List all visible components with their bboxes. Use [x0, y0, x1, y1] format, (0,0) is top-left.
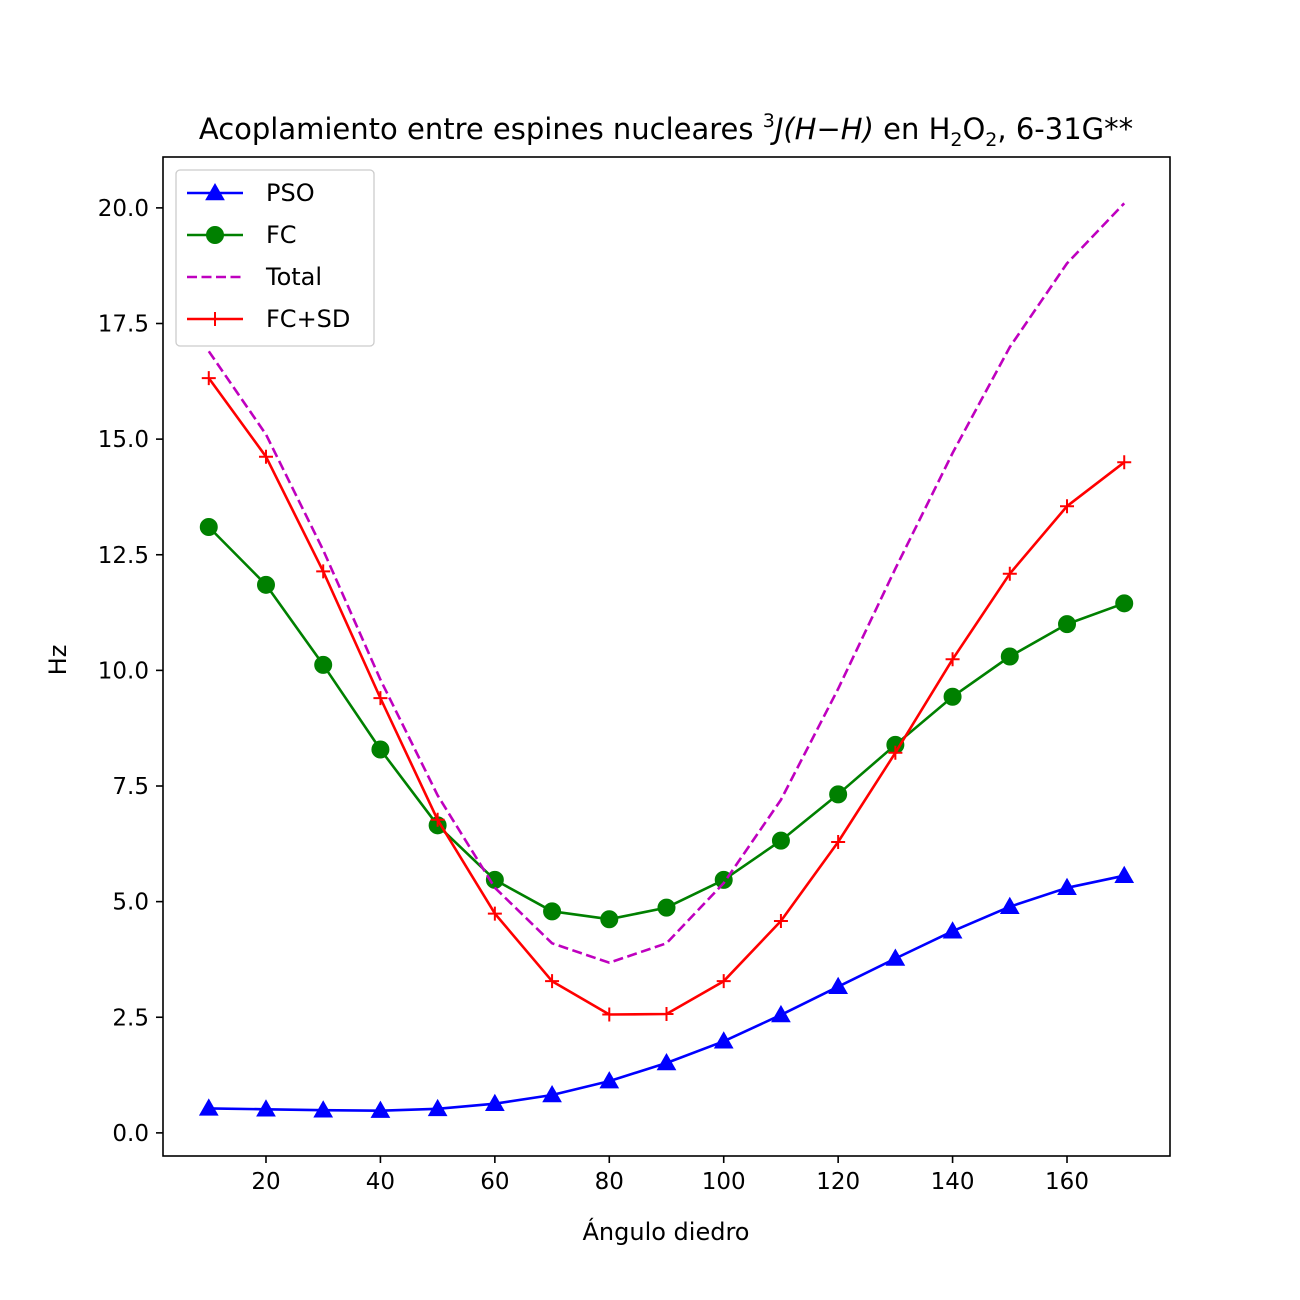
series-fc — [199, 518, 1134, 929]
data-point-pso — [370, 1100, 391, 1118]
data-point-fc-sd — [545, 974, 560, 989]
data-point-fc — [943, 687, 962, 706]
y-tick-label: 17.5 — [98, 312, 149, 338]
data-point-pso — [484, 1093, 505, 1111]
data-point-pso — [198, 1098, 219, 1116]
x-tick-label: 20 — [251, 1169, 280, 1195]
data-point-pso — [771, 1004, 791, 1023]
legend-box — [175, 169, 375, 347]
legend-label-total: Total — [265, 263, 322, 291]
data-point-fc — [829, 785, 848, 804]
data-point-fc-sd — [716, 974, 731, 989]
data-point-pso — [942, 921, 963, 939]
y-tick-label: 2.5 — [112, 1005, 149, 1031]
data-point-pso — [427, 1098, 448, 1117]
data-point-pso — [542, 1084, 562, 1103]
data-point-fc-sd — [1117, 455, 1132, 470]
data-point-fc — [771, 831, 790, 850]
data-point-fc-sd — [831, 834, 846, 849]
y-tick-label: 15.0 — [98, 427, 149, 453]
data-point-fc — [1000, 647, 1019, 666]
data-point-pso — [256, 1099, 276, 1117]
x-tick-label: 140 — [931, 1169, 975, 1195]
y-tick-label: 0.0 — [112, 1121, 149, 1147]
data-point-fc-sd — [487, 906, 502, 921]
data-point-pso — [1057, 877, 1077, 895]
legend-marker-pso — [205, 182, 225, 201]
series-total — [207, 202, 1126, 965]
plot-frame — [162, 156, 1171, 1157]
legend-label-pso: PSO — [266, 179, 315, 207]
data-point-fc — [371, 740, 390, 759]
series-fc-sd — [201, 371, 1132, 1022]
data-point-fc-sd — [430, 812, 445, 827]
y-axis-label: Hz — [44, 645, 72, 676]
data-point-fc-sd — [1060, 499, 1075, 514]
x-axis-label: Ángulo diedro — [583, 1217, 750, 1246]
y-tick-label: 7.5 — [112, 774, 149, 800]
y-tick-label: 5.0 — [112, 890, 149, 916]
data-point-fc-sd — [201, 371, 216, 386]
x-tick-label: 60 — [480, 1169, 509, 1195]
data-point-fc-sd — [1002, 566, 1017, 581]
data-point-pso — [999, 896, 1020, 914]
data-point-fc-sd — [316, 564, 331, 579]
legend-label-fc-sd: FC+SD — [266, 305, 350, 333]
data-point-fc — [314, 655, 333, 674]
plot-area: 20 40 60 80 100 120 140 160 0.0 2.5 5.0 7.5 10.0 12.5… — [98, 156, 1171, 1195]
data-point-fc — [256, 575, 275, 594]
series-line-total — [207, 202, 1126, 965]
data-point-fc-sd — [258, 449, 273, 464]
data-point-fc — [657, 898, 676, 917]
data-point-fc — [1115, 594, 1134, 613]
x-tick-label: 40 — [366, 1169, 395, 1195]
legend-label-fc: FC — [266, 221, 297, 249]
x-tick-label: 80 — [595, 1169, 624, 1195]
series-pso — [198, 865, 1135, 1118]
legend: PSO FC Total FC+SD — [175, 169, 375, 347]
data-point-fc-sd — [945, 652, 960, 667]
data-point-fc-sd — [373, 691, 388, 706]
data-point-pso — [1114, 865, 1135, 883]
x-tick-label: 120 — [816, 1169, 860, 1195]
legend-marker-fc-sd — [208, 312, 222, 326]
data-point-fc — [199, 518, 218, 536]
data-point-pso — [885, 948, 906, 966]
data-point-fc — [1058, 615, 1077, 634]
y-tick-label: 20.0 — [98, 196, 149, 222]
data-point-fc — [543, 902, 562, 921]
y-tick-label: 10.0 — [98, 658, 149, 684]
data-point-pso — [713, 1031, 734, 1049]
data-point-pso — [828, 976, 849, 994]
x-tick-label: 160 — [1045, 1169, 1089, 1195]
x-tick-label: 100 — [702, 1169, 746, 1195]
y-tick-label: 12.5 — [98, 543, 149, 569]
data-point-fc — [600, 910, 619, 929]
data-point-fc-sd — [773, 914, 788, 929]
data-point-pso — [656, 1053, 677, 1071]
data-point-pso — [313, 1100, 334, 1118]
legend-marker-fc — [206, 226, 224, 244]
chart-title: Acoplamiento entre espines nucleares 3J(… — [199, 110, 1133, 151]
data-point-fc-sd — [659, 1007, 674, 1022]
data-point-pso — [599, 1071, 620, 1089]
data-point-fc-sd — [602, 1007, 617, 1022]
data-point-fc-sd — [888, 745, 903, 760]
